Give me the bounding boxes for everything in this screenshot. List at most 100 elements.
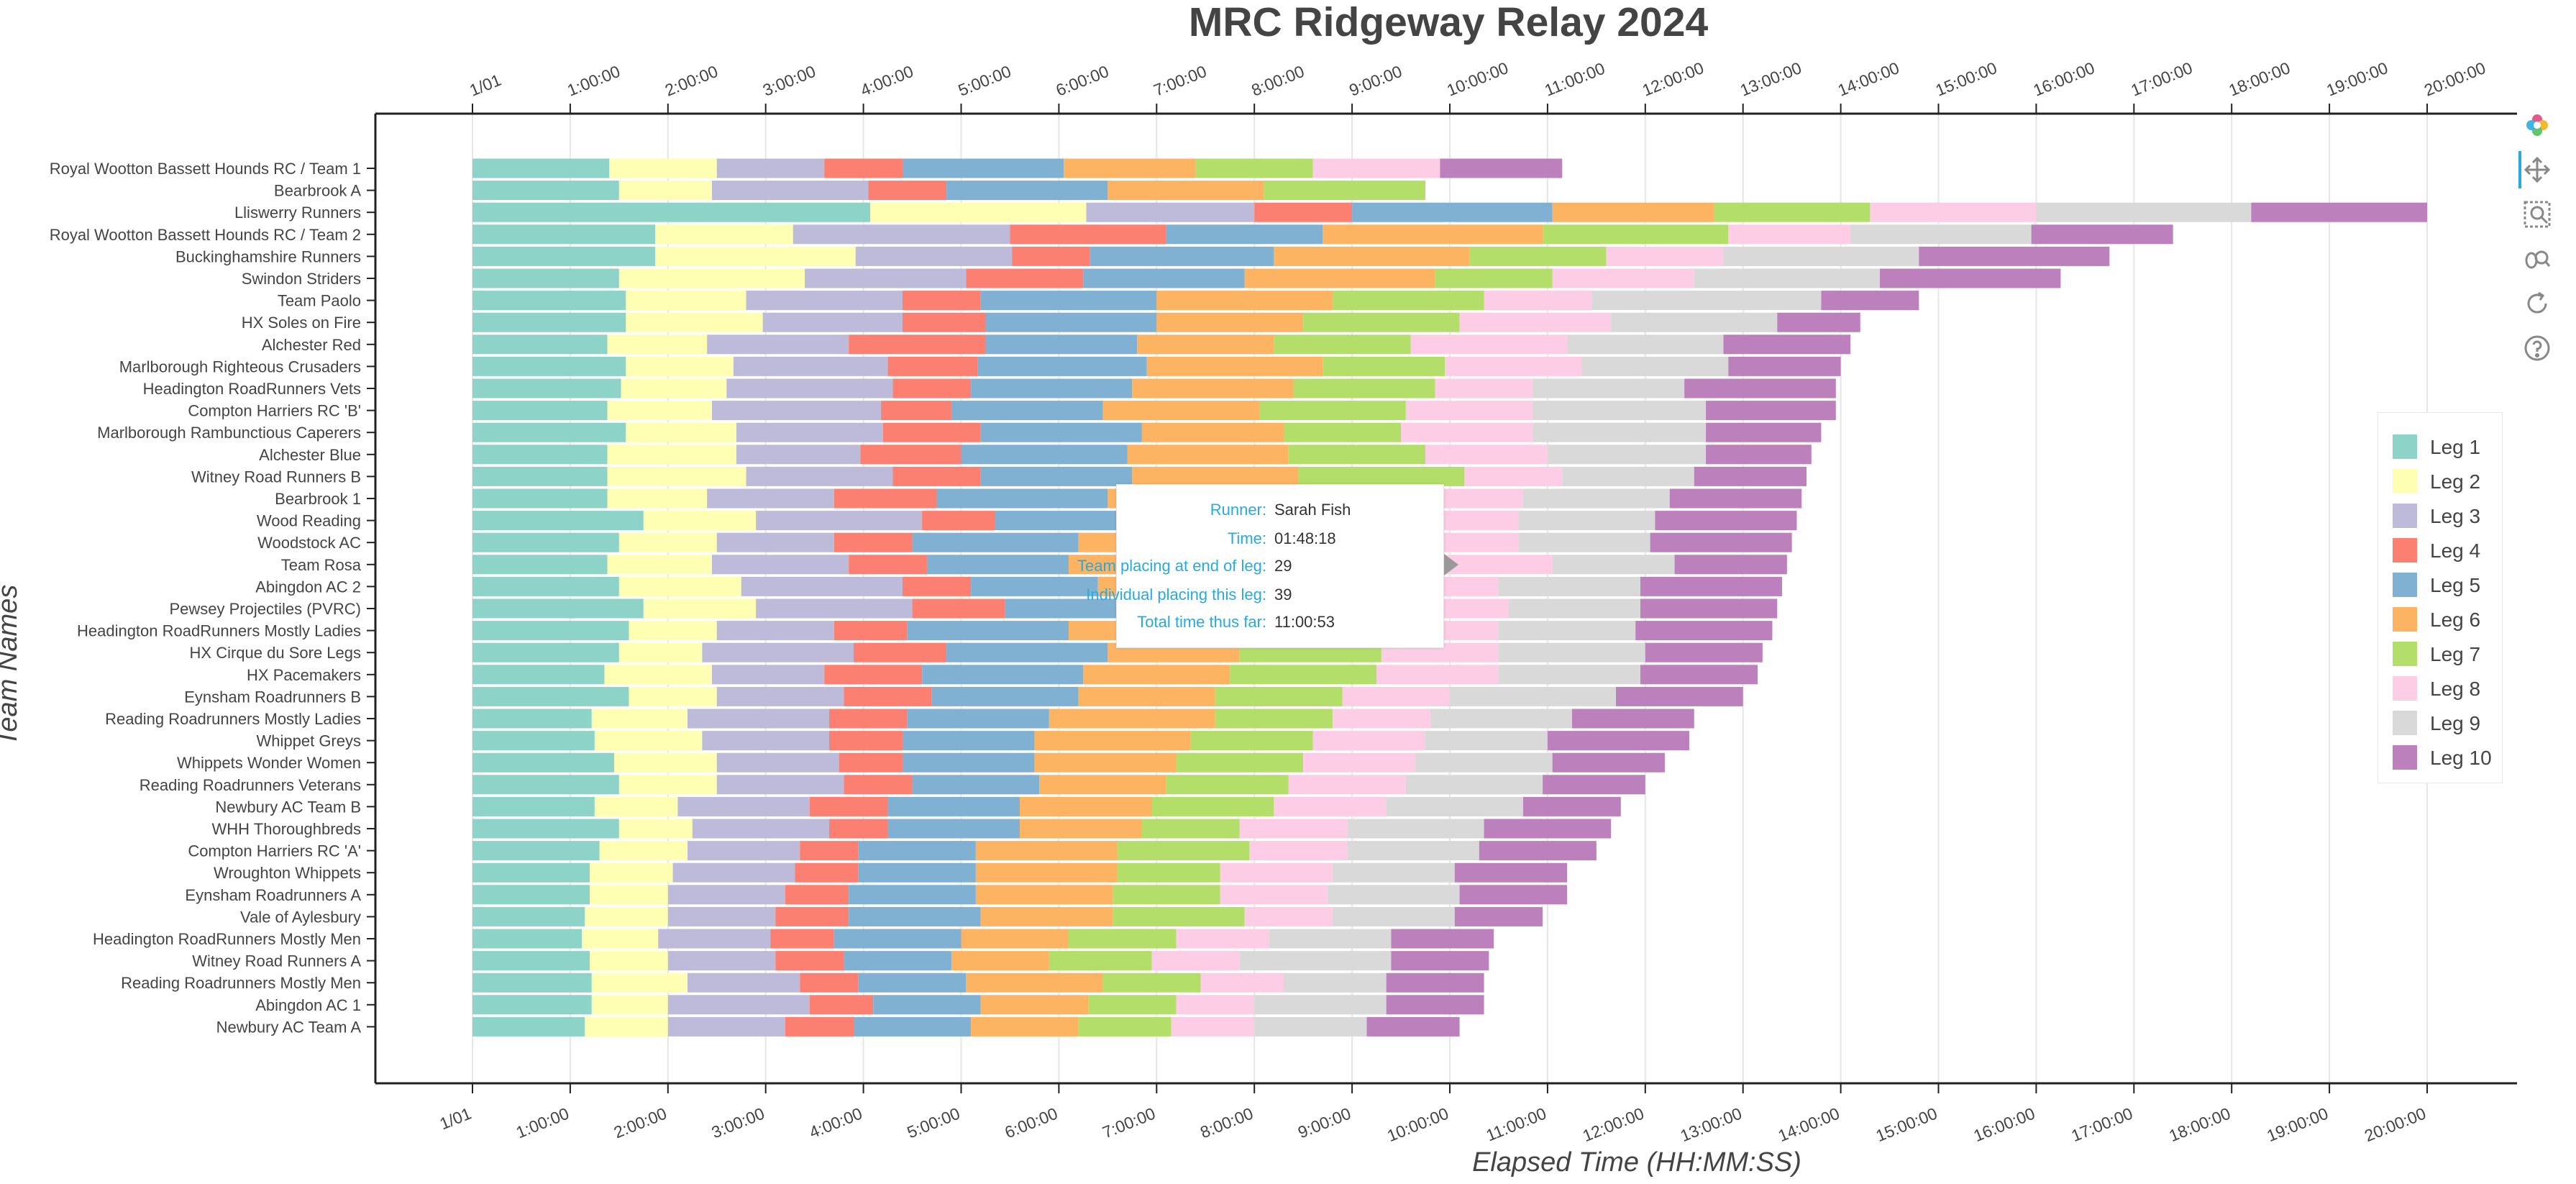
legend-item[interactable]: Leg 10 [2378,741,2502,770]
bar-segment-leg-2 [618,642,703,662]
reset-icon[interactable] [2521,288,2553,319]
bar-segment-leg-4 [770,929,834,949]
x-tick-label: 10:00:00 [1384,1104,1451,1146]
bar-segment-leg-1 [472,841,600,861]
bar-segment-leg-2 [629,621,717,641]
x-tick-label: 8:00:00 [1197,1104,1256,1142]
bar-segment-leg-1 [472,422,626,442]
chart-title: MRC Ridgeway Relay 2024 [1188,0,1709,45]
bar-segment-leg-8 [1410,334,1568,355]
bar-segment-leg-9 [1415,752,1553,773]
legend-item[interactable]: Leg 8 [2378,672,2502,701]
bar-segment-leg-1 [472,862,590,883]
tooltip-value: 29 [1274,557,1292,575]
axes [367,104,2517,1093]
y-axis-label: Team Names [0,584,23,747]
bar-segment-leg-4 [902,312,986,332]
bar-segment-leg-10 [1543,775,1645,795]
x-tick-label: 13:00:00 [1678,1104,1745,1146]
bar-segment-leg-9 [1518,532,1650,552]
legend-item[interactable]: Leg 7 [2378,637,2502,666]
legend-item[interactable]: Leg 6 [2378,603,2502,632]
bar-segment-leg-7 [1195,158,1313,178]
x-top-tick-label: 4:00:00 [858,62,916,100]
x-tick-label: 1:00:00 [513,1104,572,1142]
team-label: Headington RoadRunners Mostly Ladies [77,622,361,640]
bar-segment-leg-7 [1176,752,1304,773]
bar-segment-leg-8 [1425,445,1548,465]
box-zoom-icon[interactable] [2521,199,2553,230]
legend-swatch [2393,745,2417,770]
bar-segment-leg-6 [1244,268,1435,288]
bar-segment-leg-8 [1445,356,1582,376]
legend-item[interactable]: Leg 2 [2378,465,2502,493]
bar-segment-leg-6 [1156,291,1333,311]
bar-segment-leg-5 [902,731,1035,751]
bar-segment-leg-1 [472,995,592,1015]
bar-segment-leg-2 [618,576,741,596]
bar-segment-leg-10 [1821,291,1919,311]
bar-segment-leg-5 [980,291,1157,311]
legend-swatch [2393,573,2417,597]
x-top-tick-label: 14:00:00 [1835,58,1902,100]
bar-segment-leg-4 [882,422,981,442]
legend-swatch [2393,607,2417,632]
bokeh-logo-icon[interactable] [2521,109,2553,141]
team-label: Compton Harriers RC 'A' [188,842,361,860]
bar-segment-leg-9 [1332,906,1455,926]
bar-segment-leg-6 [1137,334,1274,355]
bar-segment-leg-7 [1713,202,1871,222]
legend-item[interactable]: Leg 4 [2378,534,2502,563]
wheel-zoom-icon[interactable] [2521,243,2553,275]
legend-label: Leg 10 [2430,747,2492,769]
bar-segment-leg-2 [618,181,712,201]
x-tick-label: 19:00:00 [2264,1104,2331,1146]
bar-segment-leg-2 [618,775,717,795]
x-tick-label: 17:00:00 [2068,1104,2135,1146]
bar-segment-leg-10 [1640,598,1778,619]
bar-segment-leg-7 [1298,466,1465,486]
x-tick-label: 6:00:00 [1002,1104,1060,1142]
tooltip-key: Runner: [1210,501,1266,519]
bar-segment-leg-8 [1249,841,1348,861]
bar-segment-leg-1 [472,709,592,729]
legend-item[interactable]: Leg 5 [2378,568,2502,597]
legend-item[interactable]: Leg 9 [2378,706,2502,735]
bar-segment-leg-5 [936,488,1108,509]
bar-segment-leg-10 [1728,356,1841,376]
bar-segment-leg-10 [1635,621,1773,641]
legend-item[interactable]: Leg 3 [2378,499,2502,528]
bar-segment-leg-4 [849,334,986,355]
bar-segment-leg-3 [716,532,834,552]
bar-segment-leg-3 [711,665,825,685]
bar-segment-leg-6 [975,862,1118,883]
bar-segment-leg-7 [1113,885,1220,905]
bar-segment-leg-3 [667,1016,785,1037]
bar-segment-leg-8 [1435,378,1533,399]
bar-segment-leg-6 [1107,181,1264,201]
pan-icon[interactable] [2521,154,2553,186]
bar-segment-leg-9 [1518,511,1655,531]
x-top-tick-label: 15:00:00 [1933,58,2000,100]
bar-segment-leg-3 [793,224,1010,245]
bar-segment-leg-8 [1870,202,2037,222]
bar-segment-leg-7 [1469,246,1607,266]
tooltip-row-runner: Runner: Sarah Fish [1117,501,1443,522]
bar-segment-leg-4 [775,906,849,926]
bar-segment-leg-10 [2031,224,2173,245]
bar-segment-leg-10 [1879,268,2061,288]
bar-segment-leg-10 [1706,401,1836,421]
team-label: Eynsham Roadrunners A [185,886,361,904]
x-top-tick-label: 5:00:00 [956,62,1014,100]
help-icon[interactable] [2521,332,2553,364]
bar-segment-leg-2 [607,445,736,465]
bar-segment-leg-5 [912,775,1040,795]
bar-segment-leg-5 [971,576,1098,596]
bar-segment-leg-1 [472,621,629,641]
bar-segment-leg-8 [1151,951,1240,971]
tooltip-pointer [1444,554,1458,575]
legend-item[interactable]: Leg 1 [2378,430,2502,459]
bar-segment-leg-5 [902,752,1035,773]
